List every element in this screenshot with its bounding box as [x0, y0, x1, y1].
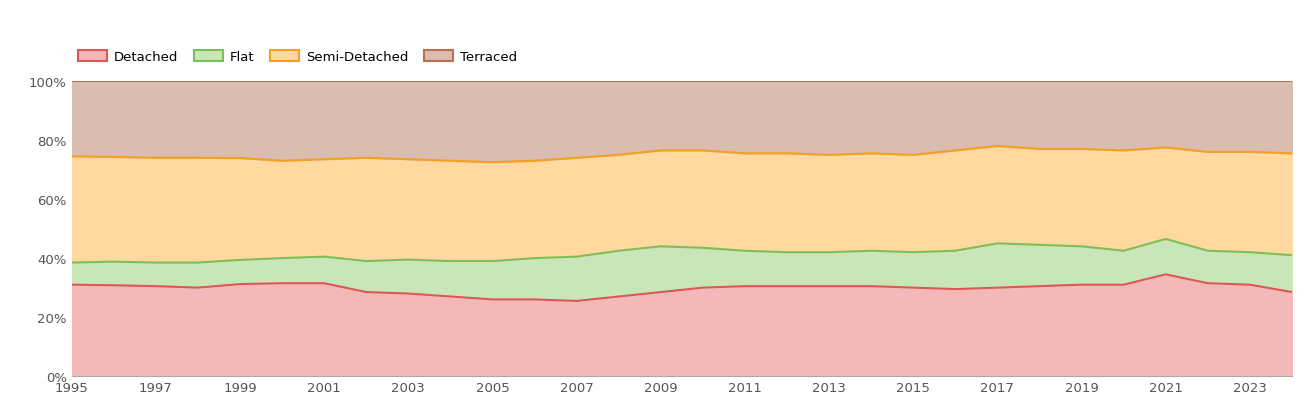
Legend: Detached, Flat, Semi-Detached, Terraced: Detached, Flat, Semi-Detached, Terraced: [78, 50, 517, 63]
